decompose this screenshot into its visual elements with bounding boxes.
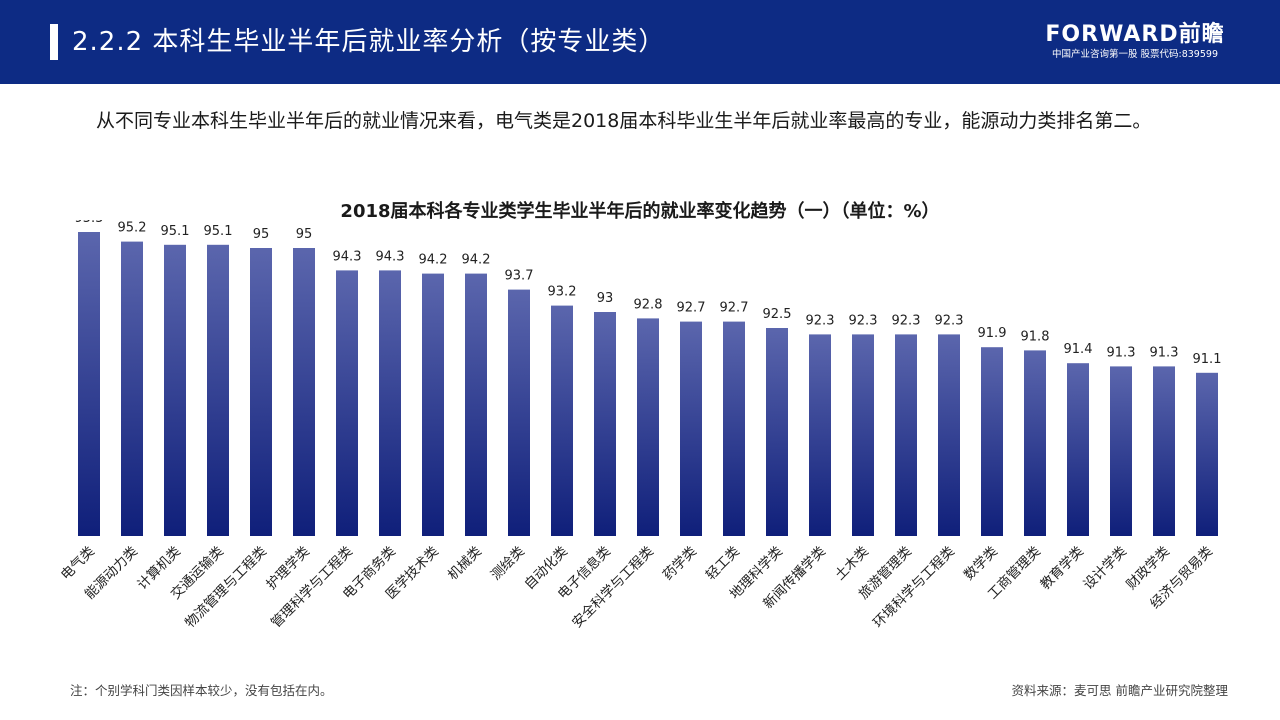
bar-测绘类	[508, 289, 530, 536]
brand-logo: FORWARD前瞻 中国产业咨询第一股 股票代码:839599	[1040, 22, 1230, 62]
category-label: 机械类	[445, 544, 485, 584]
bar-医学技术类	[422, 273, 444, 536]
bar-数学类	[981, 347, 1003, 536]
bar-护理学类	[293, 248, 315, 536]
bar-环境科学与工程类	[938, 334, 960, 536]
bar-财政学类	[1153, 366, 1175, 536]
data-label: 94.2	[419, 253, 448, 268]
bar-土木类	[852, 334, 874, 536]
bar-机械类	[465, 273, 487, 536]
category-label: 安全科学与工程类	[568, 543, 656, 631]
bar-安全科学与工程类	[637, 318, 659, 536]
data-label: 95.1	[161, 224, 190, 239]
data-label: 91.4	[1064, 342, 1093, 357]
data-label: 92.3	[935, 313, 964, 328]
data-label: 92.7	[720, 301, 749, 316]
data-label: 95.2	[118, 221, 147, 236]
bar-交通运输类	[207, 244, 229, 537]
data-label: 93.2	[548, 285, 577, 300]
bar-设计学类	[1110, 366, 1132, 536]
header-bar: 2.2.2 本科生毕业半年后就业率分析（按专业类） FORWARD前瞻 中国产业…	[0, 0, 1280, 84]
data-label: 95	[253, 227, 270, 242]
data-label: 94.3	[376, 249, 405, 264]
category-label: 设计学类	[1080, 544, 1129, 593]
footnote: 注：个别学科门类因样本较少，没有包括在内。	[70, 683, 333, 698]
data-label: 92.3	[892, 313, 921, 328]
data-source: 资料来源：麦可思 前瞻产业研究院整理	[1011, 683, 1228, 698]
data-label: 95.1	[204, 224, 233, 239]
data-label: 92.7	[677, 301, 706, 316]
data-label: 93.7	[505, 269, 534, 284]
data-label: 92.3	[806, 313, 835, 328]
data-label: 94.2	[462, 253, 491, 268]
bar-药学类	[680, 321, 702, 536]
bar-电子商务类	[379, 270, 401, 536]
data-label: 93	[597, 291, 614, 306]
data-label: 95.5	[75, 220, 104, 226]
bar-经济与贸易类	[1196, 372, 1218, 536]
category-label: 测绘类	[488, 544, 528, 584]
chart-title: 2018届本科各专业类学生毕业半年后的就业率变化趋势（一）（单位：%）	[340, 201, 940, 222]
data-label: 92.3	[849, 313, 878, 328]
bar-自动化类	[551, 305, 573, 536]
bar-地理科学类	[766, 328, 788, 536]
category-label: 轻工类	[703, 544, 743, 584]
bar-计算机类	[164, 244, 186, 537]
data-label: 91.8	[1021, 329, 1050, 344]
category-label: 物流管理与工程类	[182, 544, 270, 632]
brand-subtitle: 中国产业咨询第一股 股票代码:839599	[1052, 49, 1218, 60]
category-label: 药学类	[660, 544, 700, 584]
data-label: 91.3	[1107, 345, 1136, 360]
page-title: 2.2.2 本科生毕业半年后就业率分析（按专业类）	[72, 27, 666, 57]
data-label: 91.3	[1150, 345, 1179, 360]
bar-电子信息类	[594, 312, 616, 536]
bar-能源动力类	[121, 241, 143, 536]
intro-paragraph: 从不同专业本科生毕业半年后的就业情况来看，电气类是2018届本科毕业生半年后就业…	[96, 110, 1152, 132]
bar-物流管理与工程类	[250, 248, 272, 536]
bar-chart: 95.5电气类95.2能源动力类95.1计算机类95.1交通运输类95物流管理与…	[58, 220, 1222, 631]
data-label: 92.5	[763, 307, 792, 322]
data-label: 94.3	[333, 249, 362, 264]
bar-教育学类	[1067, 363, 1089, 536]
brand-name: FORWARD前瞻	[1045, 22, 1225, 47]
data-label: 91.1	[1193, 352, 1222, 367]
category-label: 教育学类	[1037, 544, 1086, 593]
category-label: 土木类	[832, 544, 872, 584]
bar-旅游管理类	[895, 334, 917, 536]
data-label: 95	[296, 227, 313, 242]
category-label: 数学类	[961, 544, 1001, 584]
bar-series: 95.5电气类95.2能源动力类95.1计算机类95.1交通运输类95物流管理与…	[58, 220, 1222, 631]
category-label: 环境科学与工程类	[870, 544, 958, 632]
bar-新闻传播学类	[809, 334, 831, 536]
data-label: 92.8	[634, 297, 663, 312]
bar-轻工类	[723, 321, 745, 536]
bar-工商管理类	[1024, 350, 1046, 536]
category-label: 电气类	[58, 544, 98, 584]
header-accent-bar	[50, 24, 58, 60]
bar-电气类	[78, 232, 100, 536]
data-label: 91.9	[978, 326, 1007, 341]
bar-管理科学与工程类	[336, 270, 358, 536]
